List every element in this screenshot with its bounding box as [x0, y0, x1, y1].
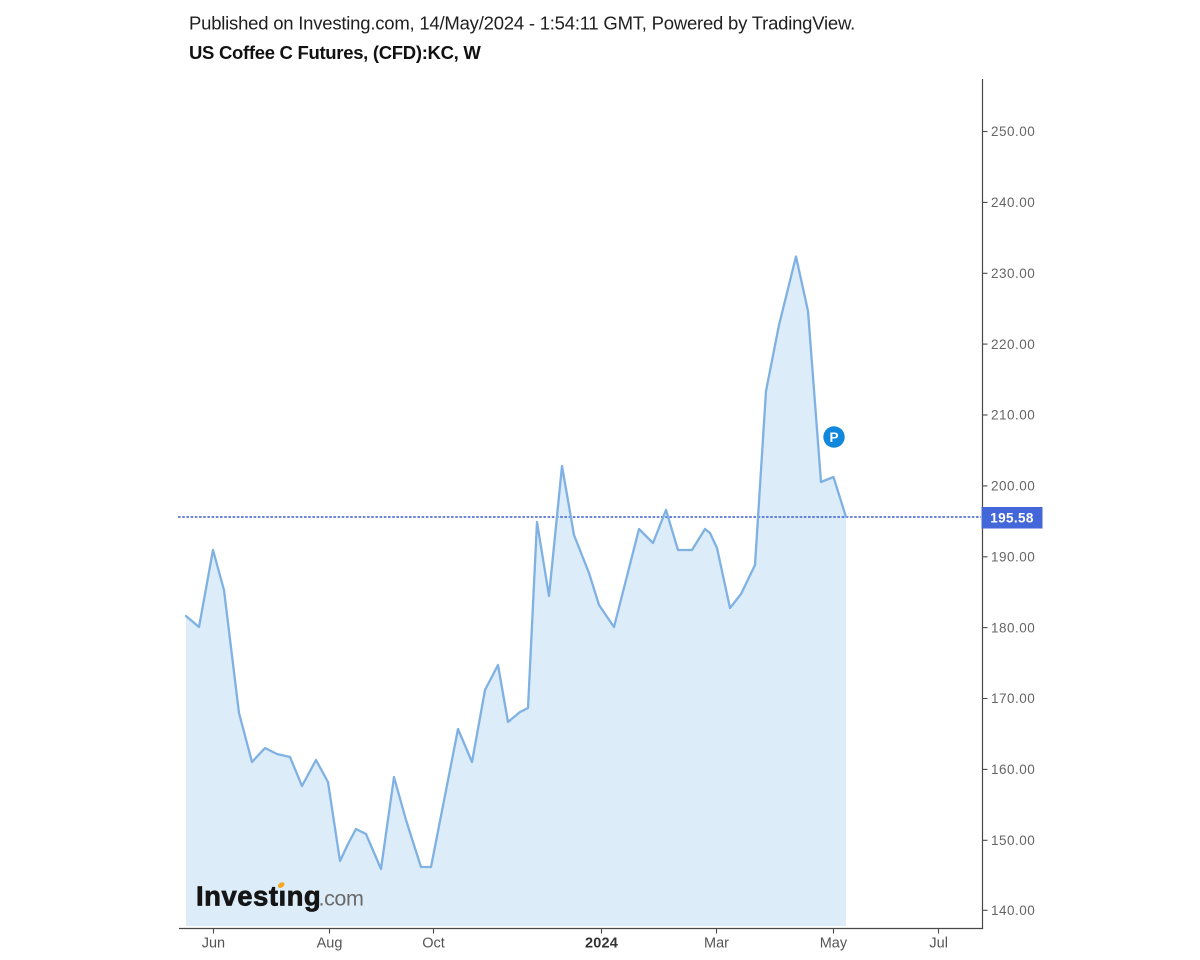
- svg-text:P: P: [829, 430, 838, 445]
- svg-text:Aug: Aug: [317, 936, 343, 952]
- svg-text:Oct: Oct: [422, 936, 445, 952]
- svg-text:190.00: 190.00: [991, 550, 1035, 565]
- svg-text:Jul: Jul: [929, 936, 948, 952]
- svg-text:Mar: Mar: [704, 936, 729, 952]
- svg-text:2024: 2024: [585, 936, 618, 952]
- svg-text:140.00: 140.00: [991, 903, 1035, 918]
- svg-text:220.00: 220.00: [991, 337, 1035, 352]
- svg-text:Published on Investing.com, 14: Published on Investing.com, 14/May/2024 …: [189, 12, 855, 33]
- svg-text:.com: .com: [319, 887, 364, 911]
- svg-text:200.00: 200.00: [991, 479, 1035, 494]
- svg-text:195.58: 195.58: [990, 511, 1034, 526]
- svg-text:Investıng: Investıng: [196, 881, 321, 912]
- svg-text:240.00: 240.00: [991, 195, 1035, 210]
- svg-text:180.00: 180.00: [991, 620, 1035, 635]
- svg-text:250.00: 250.00: [991, 124, 1035, 139]
- svg-text:150.00: 150.00: [991, 833, 1035, 848]
- svg-text:US Coffee C Futures, (CFD):KC,: US Coffee C Futures, (CFD):KC, W: [189, 42, 481, 63]
- svg-text:230.00: 230.00: [991, 266, 1035, 281]
- svg-text:160.00: 160.00: [991, 762, 1035, 777]
- svg-text:May: May: [820, 936, 848, 952]
- svg-text:170.00: 170.00: [991, 691, 1035, 706]
- svg-text:Jun: Jun: [202, 936, 225, 952]
- svg-text:210.00: 210.00: [991, 408, 1035, 423]
